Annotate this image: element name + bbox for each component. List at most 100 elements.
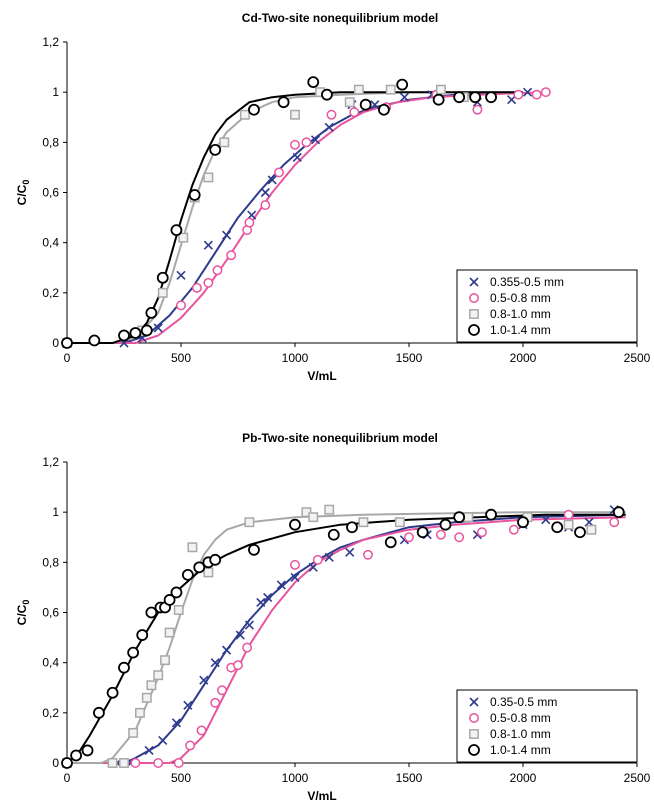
cd-data-point [349, 107, 360, 118]
cd-data-point [170, 224, 183, 237]
pb-data-point [127, 646, 140, 659]
cd-data-point [176, 300, 186, 311]
pb-data-point [485, 508, 497, 521]
pb-y-tick-label: 0 [52, 756, 59, 770]
pb-data-point [586, 524, 597, 535]
pb-data-point [541, 515, 551, 525]
cd-data-point [212, 265, 223, 276]
cd-legend-label: 0.355-0.5 mm [490, 275, 564, 289]
pb-data-point [248, 543, 260, 556]
pb-data-point [454, 532, 465, 543]
cd-data-point [226, 250, 237, 261]
cd-data-point [469, 91, 482, 104]
pb-data-point [153, 758, 164, 768]
cd-data-point [203, 277, 214, 288]
pb-data-point [128, 727, 139, 738]
cd-data-point [435, 84, 446, 95]
pb-data-point [145, 606, 158, 619]
cd-data-point [531, 89, 542, 100]
pb-data-point [199, 675, 209, 685]
pb-x-tick-label: 500 [171, 771, 191, 785]
cd-data-point [129, 327, 142, 339]
cd-data-point [267, 175, 277, 185]
cd-data-point [307, 76, 320, 89]
cd-x-tick-label: 1500 [396, 351, 423, 365]
pb-data-point [61, 757, 73, 769]
cd-data-point [153, 323, 163, 333]
pb-y-tick-label: 1,2 [42, 455, 59, 469]
pb-data-point [163, 594, 176, 606]
cd-data-point [157, 287, 168, 298]
cd-series-2 [62, 84, 469, 348]
pb-data-point [217, 685, 227, 696]
pb-data-point [203, 567, 214, 578]
cd-data-point [472, 104, 483, 115]
pb-data-point [276, 580, 286, 590]
cd-x-tick-label: 2500 [624, 351, 651, 365]
pb-data-point [551, 521, 564, 534]
pb-data-point [574, 526, 586, 539]
cd-fit-curve-3 [67, 91, 523, 344]
pb-fit-curve-1 [67, 516, 626, 764]
pb-x-tick-label: 2000 [510, 771, 537, 785]
cd-y-axis-label: C/C0 [15, 180, 31, 206]
pb-y-tick-label: 0,8 [42, 555, 59, 569]
cd-data-point [192, 282, 202, 293]
pb-data-point [477, 527, 487, 538]
pb-series-3 [61, 506, 625, 769]
cd-legend-label: 1.0-1.4 mm [490, 323, 551, 337]
cd-legend-label: 0.8-1.0 mm [490, 307, 551, 321]
cd-data-point [378, 103, 390, 116]
pb-data-point [209, 553, 222, 566]
pb-data-point [106, 686, 119, 699]
pb-data-point [173, 758, 184, 768]
pb-legend-label: 0.8-1.0 mm [490, 727, 551, 741]
cd-legend-marker [469, 293, 479, 303]
pb-data-point [324, 504, 335, 515]
cd-data-point [359, 98, 372, 111]
pb-data-point [222, 645, 232, 655]
cd-legend-marker [468, 324, 480, 336]
cd-data-point [176, 270, 186, 280]
cd-data-point [188, 189, 201, 201]
pb-y-tick-label: 1 [52, 505, 59, 519]
cd-data-point [209, 143, 222, 156]
cd-data-point [260, 200, 271, 210]
pb-data-point [196, 725, 207, 736]
pb-data-point [416, 526, 429, 539]
pb-data-point [453, 511, 466, 524]
pb-y-tick-label: 0,6 [42, 606, 59, 620]
cd-data-point [540, 87, 551, 98]
pb-data-point [301, 507, 312, 518]
cd-data-point [290, 139, 300, 150]
pb-data-point [141, 692, 152, 703]
cd-y-tick-label: 0,8 [42, 135, 59, 149]
pb-data-point [70, 749, 83, 762]
pb-data-point [346, 521, 358, 534]
pb-y-tick-label: 0,2 [42, 706, 59, 720]
cd-legend [456, 269, 638, 343]
cd-data-point [239, 109, 250, 120]
pb-data-point [394, 517, 405, 528]
cd-x-tick-label: 1000 [282, 351, 309, 365]
cd-data-point [248, 103, 260, 116]
pb-data-point [118, 661, 130, 674]
pb-data-point [193, 561, 206, 574]
cd-data-point [324, 122, 334, 132]
pb-x-tick-label: 2500 [624, 771, 651, 785]
cd-data-point [61, 337, 73, 349]
pb-data-point [563, 519, 574, 530]
pb-data-point [290, 572, 300, 582]
pb-data-point [384, 536, 397, 549]
pb-data-point [235, 630, 245, 640]
cd-data-point [203, 172, 214, 183]
pb-data-point [327, 528, 340, 541]
pb-data-point [210, 658, 220, 668]
pb-data-point [153, 670, 164, 681]
pb-data-point [256, 597, 266, 608]
cd-data-point [432, 93, 445, 106]
pb-legend-label: 1.0-1.4 mm [490, 743, 551, 757]
pb-legend-label: 0.5-0.8 mm [490, 711, 551, 725]
cd-data-point [244, 217, 255, 228]
